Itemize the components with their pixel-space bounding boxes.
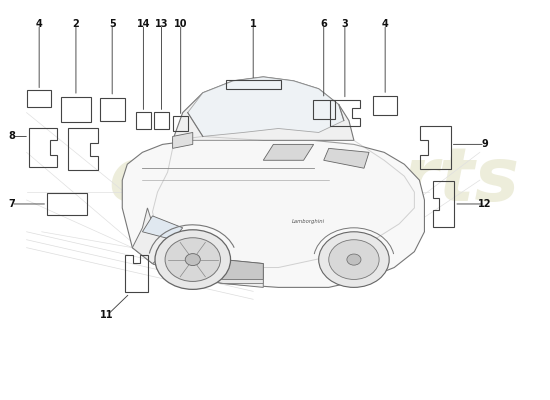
Polygon shape [173, 252, 263, 280]
Polygon shape [324, 148, 369, 168]
Text: euroParts: euroParts [108, 144, 519, 217]
Circle shape [165, 238, 221, 282]
Circle shape [185, 254, 200, 266]
Text: 14: 14 [136, 20, 150, 30]
Polygon shape [152, 136, 414, 268]
Circle shape [155, 230, 230, 289]
Text: 11: 11 [101, 310, 114, 320]
Text: 6: 6 [320, 20, 327, 30]
Text: Lamborghini: Lamborghini [292, 219, 325, 224]
Circle shape [318, 232, 389, 287]
Text: 2: 2 [73, 20, 79, 30]
Text: 13: 13 [155, 20, 168, 30]
Text: a passion for lamborghini: a passion for lamborghini [169, 230, 417, 249]
Text: 12: 12 [478, 199, 492, 209]
Text: 3: 3 [342, 20, 348, 30]
Text: 10: 10 [174, 20, 188, 30]
Text: 7: 7 [8, 199, 15, 209]
Polygon shape [263, 144, 314, 160]
Circle shape [329, 240, 379, 280]
Polygon shape [152, 260, 263, 284]
Text: 8: 8 [8, 132, 15, 142]
Polygon shape [188, 77, 344, 136]
Circle shape [347, 254, 361, 265]
Text: 5: 5 [109, 20, 116, 30]
Polygon shape [173, 77, 354, 140]
Polygon shape [142, 216, 183, 240]
Text: 4: 4 [36, 20, 42, 30]
Polygon shape [173, 132, 192, 148]
Polygon shape [122, 140, 425, 287]
Text: 4: 4 [382, 20, 388, 30]
Text: 9: 9 [481, 139, 488, 149]
Polygon shape [133, 208, 263, 287]
Text: 1: 1 [250, 20, 257, 30]
